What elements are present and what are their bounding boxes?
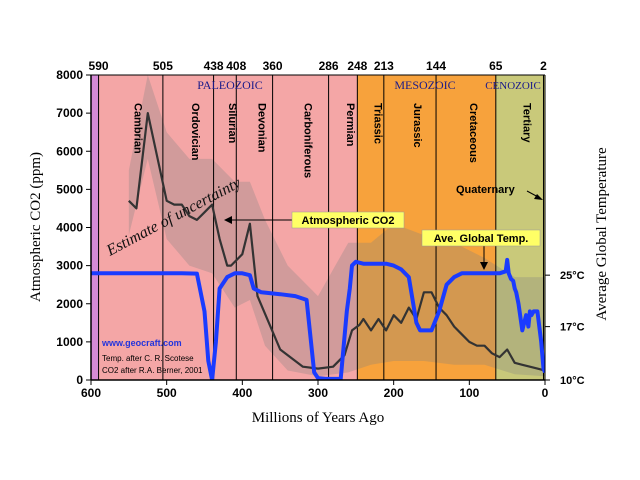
period-labels: Cambrian Ordovician Silurian Devonian Carbon… xyxy=(132,103,533,178)
period-label-devonian: Devonian xyxy=(255,103,267,153)
top-tick-label: 438 xyxy=(204,59,224,73)
period-label-triassic: Triassic xyxy=(372,103,384,144)
series-layer xyxy=(91,112,545,380)
top-tick-label: 286 xyxy=(319,59,339,73)
top-tick-label: 408 xyxy=(226,59,246,73)
era-label-mesozoic: MESOZOIC xyxy=(394,78,455,92)
y-tick-label: 6000 xyxy=(56,144,83,158)
top-tick-label: 2 xyxy=(540,59,547,73)
y-axis-label: Atmospheric CO2 (ppm) xyxy=(28,152,44,302)
period-label-carboniferous: Carboniferous xyxy=(302,103,314,178)
credit-co2: CO2 after R.A. Berner, 2001 xyxy=(102,366,203,375)
era-label-paleozoic: PALEOZOIC xyxy=(197,78,263,92)
y-tick-label: 4000 xyxy=(56,221,83,235)
period-label-cretaceous: Cretaceous xyxy=(467,103,479,163)
x-axis-label: Millions of Years Ago xyxy=(252,410,385,426)
website-link[interactable]: www.geocraft.com xyxy=(101,338,182,348)
quaternary-arrowhead xyxy=(534,194,543,200)
temp-callout-label: Ave. Global Temp. xyxy=(434,233,529,245)
y2-tick-label: 10°C xyxy=(560,375,585,387)
series-line-ave-global-temp xyxy=(91,257,545,380)
co2-callout-label: Atmospheric CO2 xyxy=(302,215,395,227)
era-label-cenozoic: CENOZOIC xyxy=(485,80,541,92)
period-label-silurian: Silurian xyxy=(226,103,238,144)
y-tick-label: 1000 xyxy=(56,335,83,349)
x-tick-label: 0 xyxy=(542,386,549,400)
co2-callout: Atmospheric CO2 xyxy=(224,211,405,229)
period-label-cambrian: Cambrian xyxy=(132,103,144,154)
x-tick-label: 500 xyxy=(157,386,177,400)
top-tick-label: 590 xyxy=(89,59,109,73)
y2-tick-label: 25°C xyxy=(560,270,585,282)
co2-callout-arrowhead xyxy=(224,216,232,224)
x-tick-label: 300 xyxy=(308,386,328,400)
y-tick-label: 8000 xyxy=(56,68,83,82)
top-tick-label: 65 xyxy=(489,59,503,73)
period-label-permian: Permian xyxy=(344,103,356,147)
x-tick-label: 100 xyxy=(459,386,479,400)
top-tick-label: 248 xyxy=(347,59,367,73)
quaternary-label: Quaternary xyxy=(456,184,516,196)
y2-tick-label: 17°C xyxy=(560,322,585,334)
temp-callout: Ave. Global Temp. xyxy=(421,229,541,270)
y-tick-label: 5000 xyxy=(56,182,83,196)
temp-callout-arrowhead xyxy=(480,262,488,270)
period-label-tertiary: Tertiary xyxy=(521,103,533,143)
credit-temp: Temp. after C. R. Scotese xyxy=(102,354,194,363)
period-label-jurassic: Jurassic xyxy=(411,103,423,148)
x-tick-label: 400 xyxy=(232,386,252,400)
y-tick-label: 7000 xyxy=(56,106,83,120)
precambrian-strip xyxy=(91,75,99,380)
top-tick-label: 360 xyxy=(263,59,283,73)
x-tick-label: 200 xyxy=(384,386,404,400)
period-label-ordovician: Ordovician xyxy=(189,103,201,161)
co2-callout-box xyxy=(291,211,405,229)
y-tick-label: 2000 xyxy=(56,297,83,311)
top-tick-label: 144 xyxy=(426,59,446,73)
top-tick-label: 505 xyxy=(153,59,173,73)
credits: www.geocraft.com Temp. after C. R. Scote… xyxy=(101,338,203,375)
y-tick-label: 0 xyxy=(76,373,83,387)
temp-callout-box xyxy=(421,229,541,247)
quaternary-annotation: Quaternary xyxy=(456,184,543,200)
axes: 600 500 400 300 200 100 0010002000300040005000… xyxy=(56,59,584,400)
y2-axis-label: Average Global Temperature xyxy=(594,147,610,321)
x-tick-label: 600 xyxy=(81,386,101,400)
series-line-atmospheric-co2 xyxy=(128,112,545,372)
top-tick-label: 213 xyxy=(374,59,394,73)
y-tick-label: 3000 xyxy=(56,259,83,273)
era-labels: PALEOZOIC MESOZOIC CENOZOIC xyxy=(197,78,541,92)
